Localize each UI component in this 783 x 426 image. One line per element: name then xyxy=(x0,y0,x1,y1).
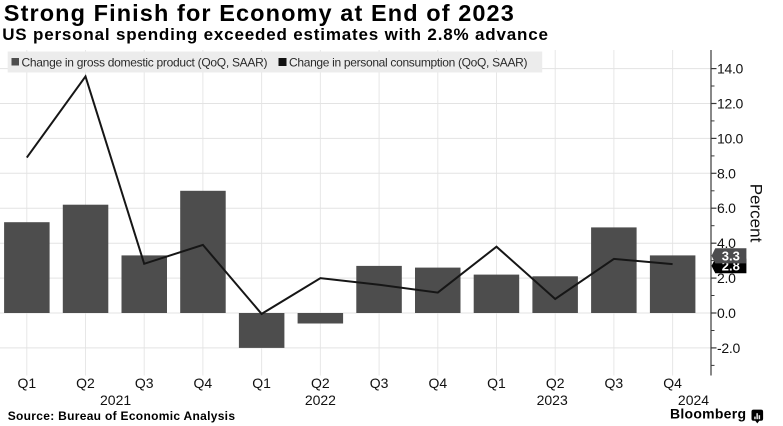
svg-text:Q4: Q4 xyxy=(194,375,213,391)
svg-text:Q2: Q2 xyxy=(311,375,330,391)
svg-text:10.0: 10.0 xyxy=(717,130,744,146)
svg-text:2.0: 2.0 xyxy=(717,270,736,286)
svg-text:Q3: Q3 xyxy=(135,375,154,391)
svg-text:2022: 2022 xyxy=(305,392,336,408)
svg-text:Q3: Q3 xyxy=(370,375,389,391)
svg-text:0.0: 0.0 xyxy=(717,305,736,321)
svg-text:Change in gross domestic produ: Change in gross domestic product (QoQ, S… xyxy=(22,56,268,70)
svg-text:14.0: 14.0 xyxy=(717,61,744,77)
svg-text:Q1: Q1 xyxy=(487,375,506,391)
svg-text:Change in personal consumption: Change in personal consumption (QoQ, SAA… xyxy=(289,56,528,70)
svg-text:Q4: Q4 xyxy=(428,375,447,391)
svg-text:12.0: 12.0 xyxy=(717,96,744,112)
svg-text:Source: Bureau of Economic Ana: Source: Bureau of Economic Analysis xyxy=(8,409,236,423)
svg-text:2024: 2024 xyxy=(678,392,709,408)
svg-text:8.0: 8.0 xyxy=(717,165,736,181)
svg-text:2021: 2021 xyxy=(100,392,131,408)
svg-text:Q1: Q1 xyxy=(17,375,36,391)
svg-text:Q1: Q1 xyxy=(252,375,271,391)
svg-text:6.0: 6.0 xyxy=(717,200,736,216)
svg-text:Percent: Percent xyxy=(747,184,766,243)
svg-text:Q3: Q3 xyxy=(605,375,624,391)
svg-text:3.3: 3.3 xyxy=(722,248,740,263)
svg-text:2023: 2023 xyxy=(537,392,568,408)
svg-text:Strong Finish for Economy at E: Strong Finish for Economy at End of 2023 xyxy=(4,0,514,26)
svg-text:4.0: 4.0 xyxy=(717,235,736,251)
svg-text:Q4: Q4 xyxy=(663,375,682,391)
svg-text:Bloomberg: Bloomberg xyxy=(670,406,746,422)
svg-text:US personal spending exceeded: US personal spending exceeded estimates … xyxy=(2,25,548,44)
svg-text:Q2: Q2 xyxy=(546,375,565,391)
svg-text:Q2: Q2 xyxy=(76,375,95,391)
svg-text:-2.0: -2.0 xyxy=(717,340,740,356)
